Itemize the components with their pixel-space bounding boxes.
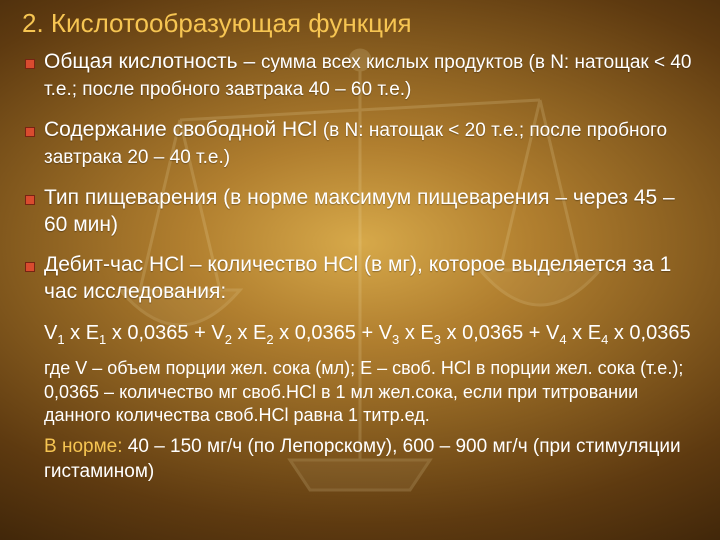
bullet-item: Содержание свободной HCl (в N: натощак <… <box>22 117 698 171</box>
bullet-text: Общая кислотность – <box>44 50 261 73</box>
content: 2. Кислотообразующая функция Общая кисло… <box>0 0 720 495</box>
formula-part: x 0,0365 + V <box>106 322 224 344</box>
bullet-item: Тип пищеварения (в норме максимум пищева… <box>22 185 698 239</box>
formula-part: x E <box>65 322 99 344</box>
bullet-list: Общая кислотность – сумма всех кислых пр… <box>22 49 698 306</box>
formula-part: x E <box>567 322 601 344</box>
formula-explanation: где V – объем порции жел. сока (мл); Е –… <box>44 357 698 427</box>
slide-title: 2. Кислотообразующая функция <box>22 8 698 39</box>
bullet-text: Содержание свободной HCl <box>44 118 323 141</box>
slide: 2. Кислотообразующая функция Общая кисло… <box>0 0 720 540</box>
bullet-item: Дебит-час HCl – количество HCl (в мг), к… <box>22 252 698 306</box>
formula-sub: 2 <box>225 332 232 347</box>
norm-text: 40 – 150 мг/ч (по Лепорскому), 600 – 900… <box>44 436 681 482</box>
formula-part: x 0,0365 + V <box>441 322 559 344</box>
formula-part: V <box>44 322 57 344</box>
formula-sub: 1 <box>57 332 64 347</box>
formula-part: x 0,0365 + V <box>274 322 392 344</box>
formula-part: x E <box>399 322 433 344</box>
norm-label: В норме: <box>44 436 123 457</box>
formula-part: x 0,0365 <box>608 322 690 344</box>
formula-sub: 3 <box>434 332 441 347</box>
bullet-text: Тип пищеварения (в норме максимум пищева… <box>44 186 675 236</box>
formula: V1 x E1 x 0,0365 + V2 x E2 x 0,0365 + V3… <box>44 320 698 347</box>
formula-sub: 2 <box>266 332 273 347</box>
norm-line: В норме: 40 – 150 мг/ч (по Лепорскому), … <box>44 435 698 484</box>
formula-part: x E <box>232 322 266 344</box>
bullet-text: Дебит-час HCl – количество HCl (в мг), к… <box>44 253 671 303</box>
bullet-item: Общая кислотность – сумма всех кислых пр… <box>22 49 698 103</box>
formula-sub: 4 <box>559 332 566 347</box>
